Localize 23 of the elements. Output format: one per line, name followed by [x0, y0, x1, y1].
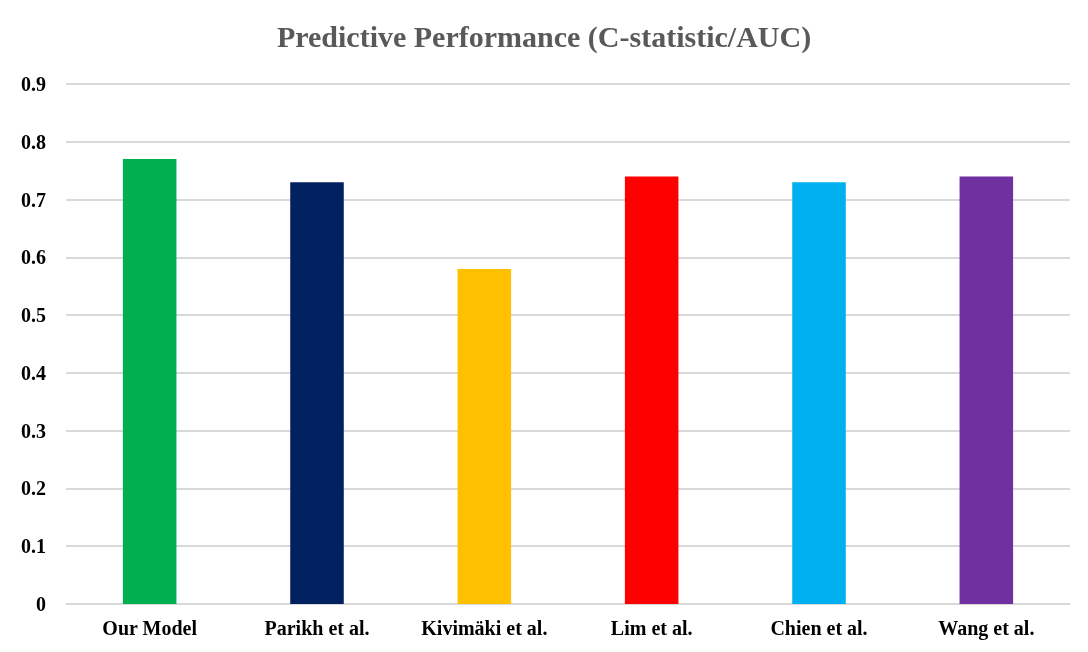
bar	[624, 176, 679, 604]
x-tick-label: Lim et al.	[610, 617, 693, 639]
x-tick-label: Kivimäki et al.	[421, 617, 548, 639]
x-tick-label: Parikh et al.	[264, 617, 370, 639]
x-tick-label: Our Model	[102, 617, 198, 639]
y-tick-label: 0.5	[21, 304, 46, 327]
bar	[122, 159, 177, 604]
y-tick-label: 0.8	[21, 130, 46, 153]
x-tick-label: Chien et al.	[770, 617, 868, 639]
bar	[457, 268, 512, 604]
chart-title: Predictive Performance (C-statistic/AUC)	[276, 19, 812, 54]
bar	[290, 182, 344, 604]
y-tick-label: 0.9	[21, 73, 46, 95]
y-tick-label: 0.7	[21, 188, 46, 211]
y-tick-label: 0	[36, 593, 46, 615]
y-tick-label: 0.1	[21, 535, 46, 558]
bar	[792, 182, 846, 604]
bar	[959, 176, 1014, 604]
y-tick-label: 0.6	[21, 246, 46, 269]
y-tick-label: 0.3	[21, 419, 46, 442]
y-tick-label: 0.2	[21, 477, 46, 500]
x-tick-label: Wang et al.	[938, 617, 1035, 640]
y-tick-label: 0.4	[21, 361, 46, 384]
